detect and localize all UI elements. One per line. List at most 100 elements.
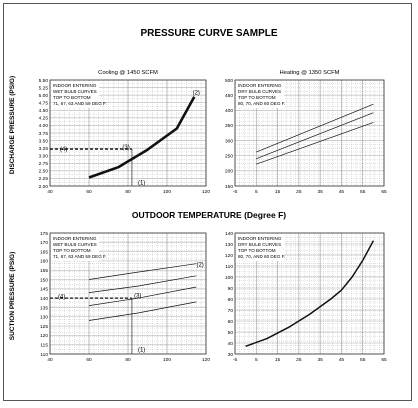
series-line	[88, 96, 196, 179]
y-tick-label: 145	[40, 287, 48, 293]
x-tick-label: 25	[296, 189, 302, 195]
y-tick-label: 115	[40, 342, 48, 348]
x-tick-label: 65	[381, 189, 387, 195]
suction-pressure-ylabel: SUCTION PRESSURE (PSIG)	[9, 252, 16, 340]
callout-marker: (2)	[193, 91, 200, 97]
series-line	[88, 275, 197, 293]
legend-note-line: TOP TO BOTTOM	[53, 95, 91, 100]
legend-note-line: 71, 67, 63 AND 59 DEG F.	[53, 101, 107, 106]
y-tick-label: 200	[225, 169, 233, 175]
y-tick-label: 4.00	[39, 123, 49, 129]
legend-note-line: DRY BULB CURVES	[238, 242, 281, 247]
y-tick-label: 3.75	[39, 131, 49, 137]
y-tick-label: 40	[228, 341, 234, 347]
legend-note-bg	[51, 234, 99, 261]
figure-frame	[3, 3, 412, 401]
y-tick-label: 250	[225, 154, 233, 160]
y-tick-label: 4.75	[39, 101, 49, 107]
y-tick-label: 120	[225, 253, 233, 259]
discharge-cooling-panel: Cooling @ 1450 SCFM 2.00 2.252.50 2.753.00 3…	[39, 70, 211, 195]
y-tick-label: 140	[225, 231, 233, 237]
y-tick-label: 165	[40, 249, 48, 255]
legend-note-bg	[236, 81, 284, 108]
y-tick-label: 140	[40, 296, 48, 302]
x-tick-label: 35	[317, 189, 323, 195]
discharge-pressure-ylabel: DISCHARGE PRESSURE (PSIG)	[9, 76, 16, 174]
x-tick-label: -5	[233, 189, 238, 195]
y-tick-label: 110	[40, 352, 48, 358]
plot-area	[49, 79, 207, 187]
x-tick-label: 5	[255, 189, 258, 195]
legend-note-line: INDOOR ENTERING	[53, 236, 97, 241]
x-tick-label: 55	[360, 189, 366, 195]
callout-marker: (1)	[138, 347, 145, 353]
legend-note-line: INDOOR ENTERING	[238, 83, 282, 88]
y-tick-label: 2.00	[39, 184, 49, 190]
x-tick-label: 65	[381, 357, 387, 363]
y-tick-label: 5.00	[39, 93, 49, 99]
y-tick-label: 4.50	[39, 108, 49, 114]
x-tick-label: 45	[339, 189, 345, 195]
y-tick-label: 90	[228, 286, 234, 292]
x-tick-label: 80	[125, 189, 131, 195]
y-tick-label: 50	[228, 330, 234, 336]
y-tick-label: 350	[225, 123, 233, 129]
y-tick-label: 120	[40, 333, 48, 339]
y-tick-label: 155	[40, 268, 48, 274]
plot-area	[234, 79, 385, 187]
callout-marker: (4)	[60, 147, 67, 153]
legend-note-line: TOP TO BOTTOM	[53, 248, 91, 253]
callout-marker: (4)	[58, 294, 65, 300]
legend-note-line: TOP TO BOTTOM	[238, 248, 276, 253]
plot-area	[234, 232, 385, 355]
panel-title: Heating @ 1350 SCFM	[279, 70, 339, 76]
x-tick-label: 120	[202, 357, 210, 363]
legend-note-line: INDOOR ENTERING	[238, 236, 282, 241]
x-tick-label: 60	[86, 357, 92, 363]
y-tick-label: 110	[225, 264, 233, 270]
suction-cooling-panel: 110 115 120 125 130 135 140 145 150 155 160 165 170 1…	[40, 231, 210, 363]
legend-note-line: 71, 67, 63 AND 59 DEG F.	[53, 254, 107, 259]
series-line	[88, 301, 197, 321]
discharge-heating-panel: Heating @ 1350 SCFM 150 200 250 300 350 400 450…	[225, 70, 387, 195]
y-tick-label: 125	[40, 324, 48, 330]
legend-note-bg	[236, 234, 284, 261]
legend-note-line: WET BULB CURVES	[53, 242, 97, 247]
y-tick-label: 130	[225, 242, 233, 248]
series-line	[256, 103, 374, 153]
x-tick-label: 25	[296, 357, 302, 363]
x-tick-label: 60	[86, 189, 92, 195]
series-line	[256, 112, 374, 160]
y-tick-label: 4.25	[39, 116, 49, 122]
panel-title: Cooling @ 1450 SCFM	[98, 70, 158, 76]
y-tick-label: 500	[225, 78, 233, 84]
x-tick-label: 55	[360, 357, 366, 363]
legend-note-bg	[51, 81, 99, 108]
y-tick-label: 60	[228, 319, 234, 325]
legend-note-line: DRY BULB CURVES	[238, 89, 281, 94]
x-tick-label: 40	[47, 189, 53, 195]
y-tick-label: 450	[225, 93, 233, 99]
y-tick-label: 300	[225, 138, 233, 144]
series-line	[245, 240, 375, 348]
outdoor-temperature-label: OUTDOOR TEMPERATURE (Degree F)	[132, 210, 286, 220]
y-tick-label: 2.25	[39, 176, 49, 182]
x-tick-label: 15	[275, 189, 281, 195]
x-tick-label: -5	[233, 357, 238, 363]
y-tick-label: 135	[40, 305, 48, 311]
y-tick-label: 150	[40, 277, 48, 283]
callout-marker: (2)	[196, 263, 203, 269]
callout-marker: (1)	[138, 180, 145, 186]
y-tick-label: 3.25	[39, 146, 49, 152]
x-tick-label: 120	[202, 189, 210, 195]
legend-note-line: WET BULB CURVES	[53, 89, 97, 94]
series-line	[256, 122, 374, 165]
x-tick-label: 45	[339, 357, 345, 363]
y-tick-label: 400	[225, 108, 233, 114]
y-tick-label: 175	[40, 231, 48, 237]
